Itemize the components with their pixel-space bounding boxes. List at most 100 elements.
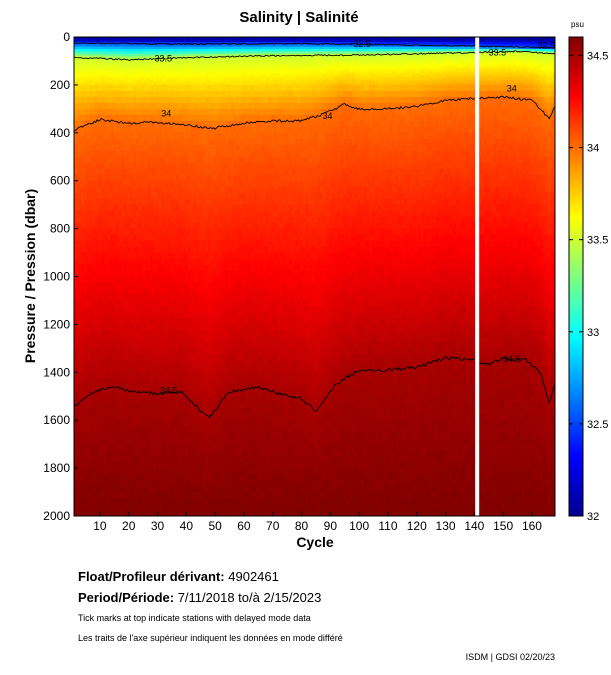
- heatmap-cell: [158, 174, 163, 182]
- heatmap-cell: [167, 396, 171, 403]
- heatmap-cell: [222, 80, 226, 83]
- heatmap-cell: [92, 72, 96, 76]
- heatmap-cell: [144, 318, 148, 325]
- heatmap-cell: [112, 168, 117, 176]
- heatmap-cell: [173, 77, 177, 81]
- heatmap-cell: [182, 46, 186, 50]
- heatmap-cell: [110, 82, 114, 86]
- heatmap-cell: [184, 414, 189, 421]
- heatmap-cell: [138, 414, 143, 421]
- heatmap-cell: [179, 444, 183, 451]
- heatmap-cell: [210, 366, 215, 373]
- heatmap-cell: [138, 70, 143, 74]
- heatmap-cell: [98, 72, 102, 76]
- heatmap-cell: [74, 156, 76, 164]
- heatmap-cell: [107, 198, 111, 206]
- heatmap-cell: [95, 414, 99, 421]
- heatmap-cell: [216, 90, 220, 98]
- heatmap-cell: [156, 174, 160, 182]
- heatmap-cell: [216, 480, 220, 487]
- heatmap-cell: [225, 396, 229, 403]
- heatmap-cell: [127, 174, 131, 182]
- heatmap-cell: [164, 198, 169, 206]
- heatmap-cell: [133, 144, 137, 152]
- heatmap-cell: [193, 180, 197, 188]
- heatmap-cell: [135, 44, 140, 47]
- heatmap-cell: [89, 60, 94, 64]
- heatmap-cell: [193, 150, 197, 158]
- heatmap-cell: [124, 65, 128, 69]
- heatmap-cell: [182, 246, 186, 253]
- heatmap-cell: [92, 222, 96, 229]
- heatmap-cell: [210, 44, 215, 47]
- heatmap-cell: [202, 354, 206, 361]
- heatmap-cell: [74, 198, 76, 206]
- heatmap-cell: [78, 468, 82, 475]
- heatmap-cell: [207, 120, 212, 128]
- heatmap-cell: [89, 288, 94, 295]
- heatmap-cell: [74, 180, 76, 188]
- heatmap-cell: [205, 372, 209, 379]
- heatmap-cell: [213, 408, 217, 415]
- heatmap-cell: [216, 162, 220, 170]
- heatmap-cell: [133, 72, 137, 76]
- heatmap-cell: [74, 468, 76, 475]
- heatmap-cell: [207, 498, 212, 505]
- heatmap-cell: [187, 228, 192, 235]
- heatmap-cell: [210, 58, 215, 62]
- heatmap-cell: [199, 504, 203, 511]
- heatmap-cell: [193, 444, 197, 451]
- heatmap-cell: [107, 462, 111, 469]
- heatmap-cell: [173, 168, 177, 176]
- heatmap-cell: [158, 222, 163, 229]
- heatmap-cell: [138, 468, 143, 475]
- heatmap-cell: [95, 366, 99, 373]
- heatmap-cell: [112, 186, 117, 194]
- heatmap-cell: [74, 306, 76, 313]
- heatmap-cell: [170, 210, 174, 218]
- heatmap-cell: [130, 342, 134, 349]
- heatmap-cell: [210, 444, 215, 451]
- heatmap-cell: [184, 138, 189, 146]
- heatmap-cell: [98, 300, 102, 307]
- heatmap-cell: [150, 450, 154, 457]
- heatmap-cell: [130, 234, 134, 241]
- heatmap-cell: [78, 402, 82, 409]
- heatmap-cell: [112, 492, 117, 499]
- heatmap-cell: [182, 102, 186, 110]
- heatmap-cell: [86, 82, 91, 86]
- heatmap-cell: [104, 222, 108, 229]
- heatmap-cell: [216, 180, 220, 188]
- heatmap-cell: [182, 216, 186, 224]
- heatmap-cell: [153, 498, 157, 505]
- heatmap-cell: [156, 312, 160, 319]
- heatmap-cell: [222, 258, 226, 265]
- heatmap-cell: [199, 70, 203, 74]
- heatmap-cell: [138, 168, 143, 176]
- heatmap-cell: [118, 240, 122, 247]
- heatmap-cell: [222, 390, 226, 397]
- heatmap-cell: [225, 168, 229, 176]
- heatmap-cell: [110, 342, 114, 349]
- heatmap-cell: [182, 210, 186, 218]
- heatmap-cell: [81, 96, 85, 104]
- heatmap-cell: [127, 348, 131, 355]
- heatmap-cell: [78, 108, 82, 116]
- heatmap-cell: [135, 288, 140, 295]
- heatmap-cell: [222, 450, 226, 457]
- heatmap-cell: [89, 456, 94, 463]
- heatmap-cell: [202, 186, 206, 194]
- heatmap-cell: [124, 138, 128, 146]
- heatmap-cell: [182, 390, 186, 397]
- heatmap-cell: [138, 120, 143, 128]
- heatmap-cell: [147, 474, 151, 481]
- heatmap-cell: [193, 264, 197, 271]
- heatmap-cell: [167, 480, 171, 487]
- heatmap-cell: [95, 210, 99, 218]
- heatmap-cell: [216, 378, 220, 385]
- heatmap-cell: [95, 372, 99, 379]
- heatmap-cell: [202, 144, 206, 152]
- heatmap-cell: [95, 468, 99, 475]
- heatmap-cell: [127, 51, 131, 55]
- heatmap-cell: [78, 75, 82, 79]
